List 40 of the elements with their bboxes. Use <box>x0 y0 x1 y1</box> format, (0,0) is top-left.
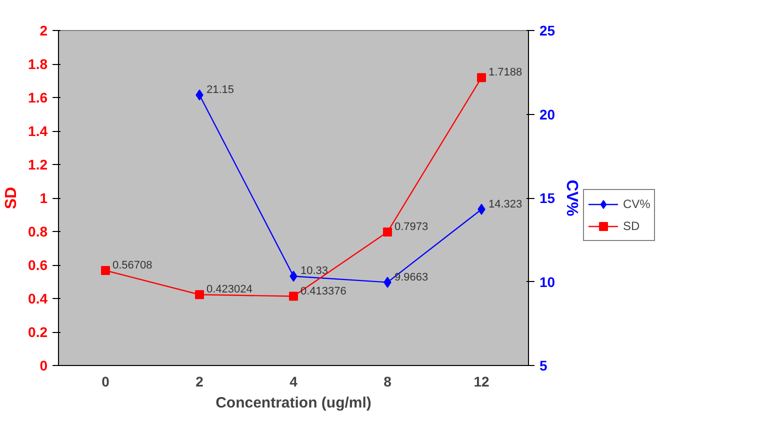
point <box>383 227 392 236</box>
point <box>195 290 204 300</box>
y-tick-label: 1.2 <box>28 156 48 172</box>
y2-tick-label: 10 <box>540 274 556 290</box>
data-label: 10.33 <box>300 265 328 278</box>
y2-axis-title: CV% <box>563 180 580 216</box>
y2-tick-label: 15 <box>540 190 556 206</box>
y-tick-label: 0.6 <box>28 257 48 273</box>
legend-label: CV% <box>623 197 650 211</box>
x-tick-label: 0 <box>102 374 110 390</box>
data-label: 1.7188 <box>488 66 522 79</box>
point <box>101 266 110 276</box>
y-tick-label: 2 <box>40 22 48 38</box>
point <box>477 73 486 82</box>
y-axis-title: SD <box>3 186 20 210</box>
y-tick-label: 1.4 <box>28 123 48 139</box>
data-label: 9.9663 <box>394 271 428 284</box>
x-tick-label: 4 <box>290 374 298 390</box>
data-label: 0.7973 <box>394 220 428 233</box>
data-label: 0.413376 <box>300 285 346 298</box>
y-tick-label: 1.6 <box>28 90 48 106</box>
data-label: 0.423024 <box>206 284 252 296</box>
x-axis-title: Concentration (ug/ml) <box>216 394 372 412</box>
y-tick-label: 0 <box>40 358 48 374</box>
legend-label: SD <box>623 219 641 233</box>
x-tick-label: 2 <box>196 374 204 390</box>
y2-tick-label: 5 <box>540 358 548 374</box>
x-tick-label: 8 <box>384 374 392 390</box>
y-tick-label: 0.4 <box>28 290 48 306</box>
y-tick-label: 1 <box>40 190 48 206</box>
data-label: 0.56708 <box>112 260 152 272</box>
y-tick-label: 0.8 <box>28 224 48 240</box>
y-tick-label: 0.2 <box>28 324 48 340</box>
y-tick-label: 1.8 <box>28 56 48 72</box>
y2-tick-label: 20 <box>540 106 556 122</box>
point <box>289 292 298 301</box>
x-tick-label: 12 <box>474 374 490 390</box>
y2-tick-label: 25 <box>540 22 556 38</box>
data-label: 21.15 <box>206 84 234 96</box>
data-label: 14.323 <box>488 198 522 210</box>
